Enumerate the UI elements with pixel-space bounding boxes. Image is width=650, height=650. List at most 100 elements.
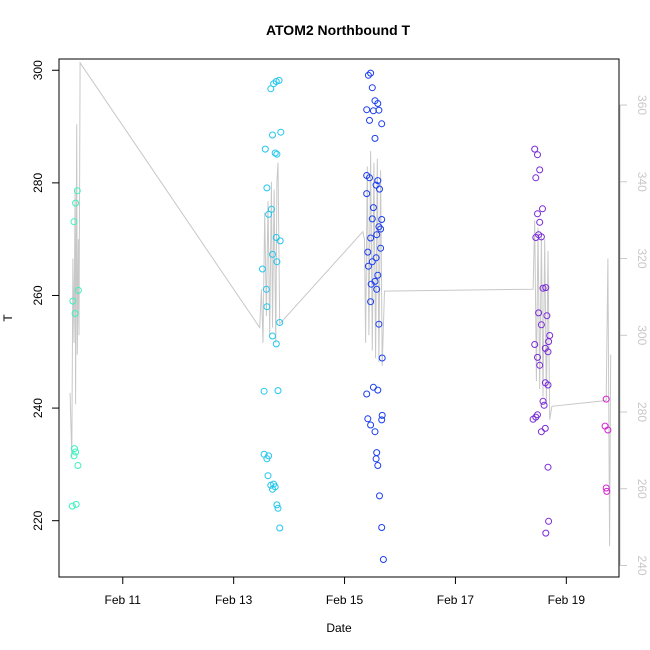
data-point [378,411,386,419]
data-point [604,426,612,434]
data-point [276,524,284,532]
data-point [541,424,549,432]
data-point [274,504,282,512]
data-point [363,106,371,114]
data-point [273,501,281,509]
data-point [364,248,372,256]
data-point [536,218,544,226]
x-tick-label: Feb 19 [548,593,586,607]
y2-tick-label: 260 [635,479,649,499]
data-point [373,231,381,239]
data-point [72,448,80,456]
series-line-group [69,61,612,547]
data-point [373,285,381,293]
data-point [263,303,271,311]
data-point [70,452,78,460]
data-point [264,472,272,480]
data-point [374,100,382,107]
data-point [374,386,382,394]
data-point [372,254,380,262]
y-tick-label: 280 [31,173,45,193]
y2-axis: 240 260 280 300 320 340 360 [619,95,649,576]
data-point [545,517,553,525]
x-tick-label: Feb 13 [215,593,253,607]
y2-tick-label: 360 [635,95,649,115]
data-point [374,177,382,185]
data-point [364,415,372,423]
data-point [71,445,78,453]
data-point [603,487,611,495]
data-point [376,492,383,500]
data-point [534,353,541,361]
data-point [543,312,551,320]
data-point [378,524,386,531]
data-point [531,341,539,348]
data-point [369,204,377,212]
chart-title: ATOM2 Northbound T [266,22,411,38]
plot-frame [58,58,620,578]
y2-tick-label: 280 [635,402,649,422]
data-point [71,310,79,317]
data-point [378,416,386,424]
data-point [367,280,375,288]
data-point [263,184,271,192]
data-point [539,205,546,213]
data-point [368,215,376,223]
data-point [267,205,275,213]
data-point [373,449,381,457]
data-point [367,69,375,77]
data-point [375,320,383,328]
data-point [532,174,540,182]
y2-tick-label: 300 [635,325,649,345]
data-point [535,309,543,317]
data-point [375,106,383,114]
data-point [376,185,383,193]
data-point [265,452,273,460]
data-point [378,216,386,223]
y2-tick-label: 320 [635,249,649,269]
data-point [529,415,537,423]
data-point [269,332,276,340]
data-point [369,383,377,391]
y-axis-label: T [1,314,15,322]
data-point [534,151,541,159]
data-point [74,286,82,294]
data-point [259,265,266,273]
data-point [261,145,269,153]
data-point [371,428,379,436]
data-point [374,271,382,279]
data-point [542,284,550,292]
data-point [363,390,371,398]
data-point [377,244,385,252]
data-point [72,500,80,508]
data-point [269,131,276,139]
data-point [363,190,371,198]
data-point [69,297,77,305]
data-point [73,187,81,195]
data-point [269,250,276,258]
data-point [537,321,545,329]
points-group [68,69,612,563]
data-point [539,397,547,405]
y-tick-label: 300 [31,60,45,80]
data-point [262,285,270,293]
data-point [531,145,539,153]
data-point [534,411,541,419]
data-point [272,234,280,241]
data-point [276,319,284,326]
data-point [274,387,282,395]
data-point [368,84,376,92]
data-point [364,71,372,79]
x-axis-label: Date [326,621,352,635]
data-point [68,502,76,510]
y2-tick-label: 340 [635,172,649,192]
data-point [267,85,275,93]
data-point [364,262,372,270]
data-point [372,181,380,189]
data-point [277,128,285,136]
data-point [371,134,379,142]
data-point [366,116,373,124]
y-tick-label: 220 [31,510,45,530]
data-point [602,395,610,403]
data-point [542,529,550,537]
